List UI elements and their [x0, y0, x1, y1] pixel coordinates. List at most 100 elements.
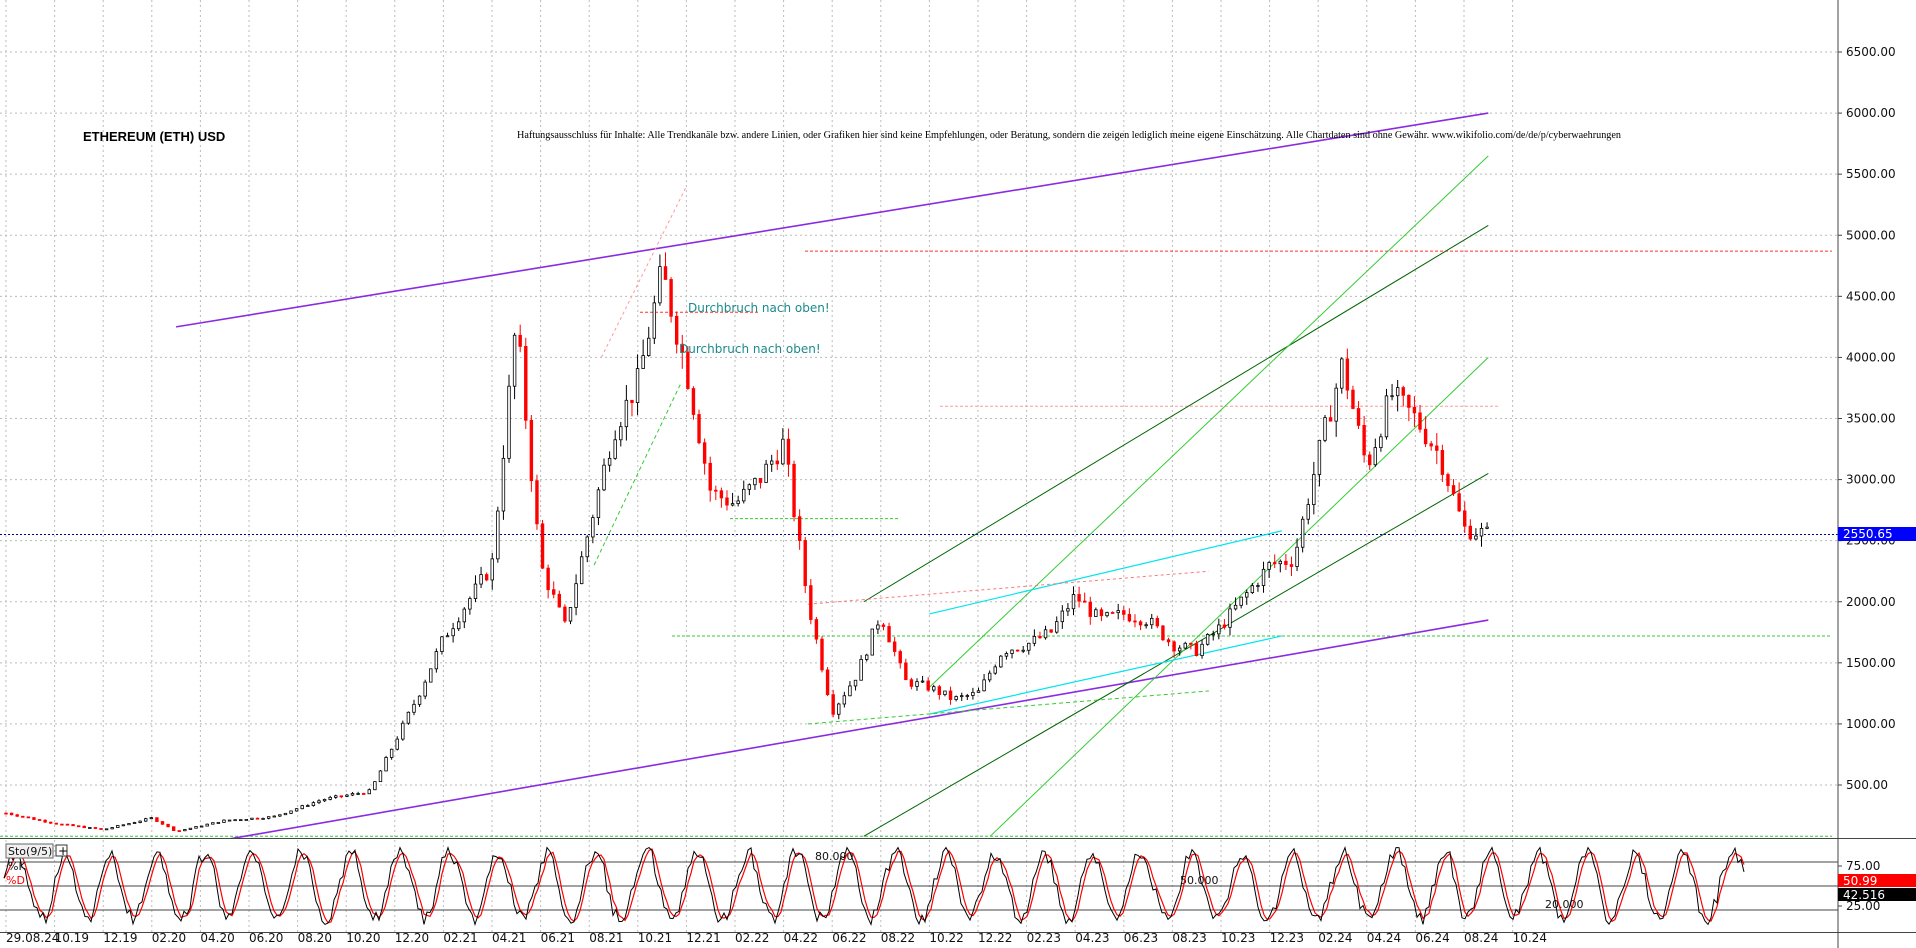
- candle: [1222, 619, 1227, 630]
- candle-body: [1122, 610, 1126, 615]
- candle-body: [803, 540, 807, 587]
- candle: [121, 824, 126, 827]
- candle: [1066, 603, 1070, 617]
- candle-body: [1043, 629, 1048, 639]
- candle-body: [361, 793, 366, 795]
- candle-body: [585, 536, 589, 558]
- candle: [1015, 649, 1020, 652]
- candle-body: [32, 817, 36, 820]
- candle: [1010, 649, 1014, 659]
- time-tick-label: 02.22: [735, 931, 769, 945]
- candle: [88, 827, 92, 829]
- candle-body: [1289, 564, 1294, 567]
- candle-body: [848, 685, 852, 697]
- trend-green-lower: [989, 357, 1489, 837]
- candle: [825, 667, 830, 696]
- candle-body: [1205, 634, 1210, 645]
- candle-body: [43, 819, 47, 823]
- candle: [1110, 611, 1115, 614]
- candle-body: [999, 655, 1003, 668]
- candle-body: [926, 680, 930, 691]
- time-tick-label: 10.19: [55, 931, 89, 945]
- candle-body: [982, 679, 986, 692]
- candle: [702, 438, 707, 475]
- trend-lines: [175, 112, 1489, 838]
- k-value-label: 50.99: [1843, 874, 1877, 888]
- candle: [490, 552, 494, 590]
- candle: [384, 755, 388, 772]
- candle: [920, 675, 925, 683]
- stoch-level-label: 50.000: [1180, 874, 1219, 887]
- stochastic-label-box[interactable]: [5, 843, 54, 859]
- candle-body: [1250, 585, 1255, 594]
- candle-body: [1066, 608, 1070, 612]
- candle-body: [194, 826, 198, 829]
- candle: [1027, 642, 1031, 655]
- candle: [535, 474, 539, 530]
- time-tick-label: 10.21: [638, 931, 672, 945]
- candle: [585, 535, 589, 563]
- candle: [15, 813, 19, 817]
- candle: [987, 670, 992, 683]
- candle-body: [853, 679, 858, 687]
- main-grid: [0, 0, 1838, 838]
- candle-body: [876, 624, 880, 630]
- price-tick-label: 6000.00: [1846, 106, 1896, 120]
- candle: [904, 658, 908, 681]
- candle: [663, 252, 668, 280]
- candle-body: [742, 488, 746, 502]
- candle: [674, 311, 679, 354]
- candle: [1390, 383, 1394, 401]
- candle-body: [1004, 653, 1009, 657]
- candle: [1228, 603, 1232, 636]
- candle: [1340, 357, 1344, 394]
- time-tick-label: 04.23: [1075, 931, 1109, 945]
- candle: [1345, 348, 1350, 400]
- candle: [1088, 596, 1092, 625]
- candle-body: [641, 355, 645, 369]
- candle: [1479, 522, 1484, 547]
- candle: [691, 386, 696, 420]
- candle: [546, 564, 550, 599]
- candle-body: [345, 794, 349, 797]
- stochastic-k-label: %K: [8, 860, 26, 873]
- candle-body: [496, 510, 500, 560]
- candle: [1356, 401, 1361, 430]
- candle: [205, 823, 209, 827]
- candle: [1004, 651, 1009, 660]
- candle: [1077, 586, 1081, 608]
- candle-body: [261, 817, 265, 820]
- candle-body: [613, 439, 617, 459]
- stoch-level-label: 80.000: [815, 850, 854, 863]
- candle: [1133, 614, 1137, 628]
- candle-body: [1144, 624, 1148, 627]
- candle: [473, 575, 478, 603]
- price-tick-label: 2000.00: [1846, 595, 1896, 609]
- candle: [339, 795, 344, 799]
- candle-body: [865, 654, 869, 660]
- candle-body: [691, 388, 696, 415]
- candle: [1412, 396, 1417, 428]
- candle-body: [1351, 389, 1355, 409]
- candle-body: [674, 315, 679, 345]
- candle-body: [1468, 525, 1473, 540]
- candle: [1261, 561, 1266, 593]
- candle: [591, 514, 595, 544]
- candle-body: [1105, 612, 1109, 617]
- candle-body: [915, 681, 919, 687]
- candle: [445, 632, 450, 638]
- candle-body: [568, 607, 573, 622]
- candle-body: [300, 805, 304, 810]
- stochastic-legend: Sto(9/5) + %K %D: [5, 843, 68, 887]
- time-tick-label: 06.24: [1415, 931, 1449, 945]
- candle-body: [892, 641, 897, 652]
- annotation-breakout-1: Durchbruch nach oben!: [688, 301, 830, 315]
- candle-body: [227, 819, 232, 822]
- candle-body: [786, 438, 791, 465]
- candle: [870, 628, 874, 656]
- candle: [222, 819, 226, 823]
- expand-button[interactable]: [55, 844, 68, 857]
- candle-body: [177, 830, 181, 832]
- candle: [512, 332, 517, 400]
- candle-body: [1267, 562, 1271, 570]
